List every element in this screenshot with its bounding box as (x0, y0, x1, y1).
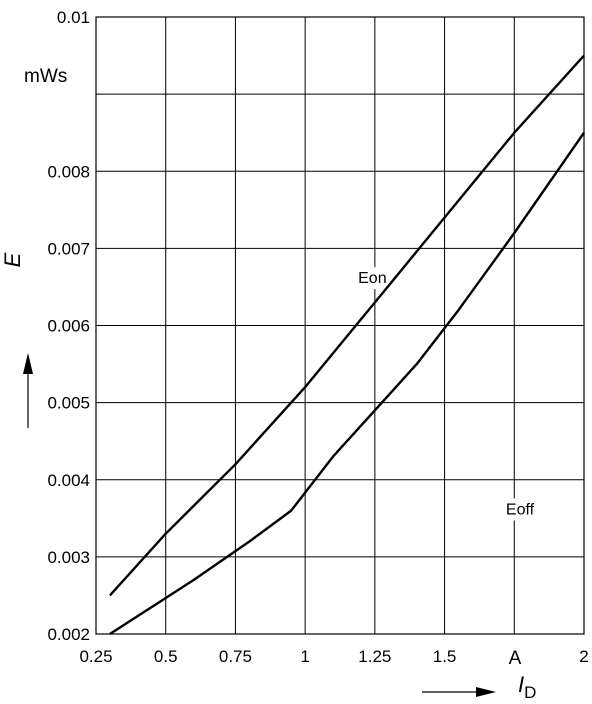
grid (95, 16, 585, 635)
x-axis-arrow (422, 687, 496, 697)
x-axis-symbol: I (518, 672, 524, 697)
x-tick-label: 1.5 (433, 647, 457, 666)
series-label-backdrop-eon (340, 267, 383, 290)
x-tick-label: 0.5 (154, 647, 178, 666)
y-tick-label: 0.002 (47, 625, 90, 644)
y-tick-label: 0.005 (47, 394, 90, 413)
series-label-eon: Eon (358, 270, 386, 287)
y-axis-unit: mWs (24, 66, 67, 87)
x-axis-title: ID (518, 672, 536, 702)
series-group: Eon Eoff (109, 54, 585, 636)
y-tick-label: 0.006 (47, 317, 90, 336)
series-line-eon (109, 54, 585, 597)
tick-labels: 0.25 0.5 0.75 1 1.25 1.5 2 0.002 0.003 0.004 0.005… (47, 8, 588, 666)
series-label-backdrop-eoff (487, 498, 530, 521)
x-tick-label: 2 (579, 647, 588, 666)
series-line-eoff (109, 132, 585, 636)
x-tick-label: 0.75 (219, 647, 252, 666)
x-tick-label: 1.25 (358, 647, 391, 666)
x-tick-label: 1 (300, 647, 309, 666)
y-tick-label: 0.004 (47, 471, 90, 490)
y-axis-title: E (0, 252, 25, 267)
series-label-eoff: Eoff (506, 501, 535, 518)
y-tick-label: 0.01 (57, 8, 90, 27)
y-tick-label: 0.007 (47, 239, 90, 258)
x-tick-label: 0.25 (79, 647, 112, 666)
x-axis-subscript: D (524, 683, 536, 702)
y-tick-label: 0.003 (47, 548, 90, 567)
y-axis-arrow (23, 353, 33, 428)
x-axis-unit: A (509, 648, 522, 669)
y-tick-label: 0.008 (47, 162, 90, 181)
